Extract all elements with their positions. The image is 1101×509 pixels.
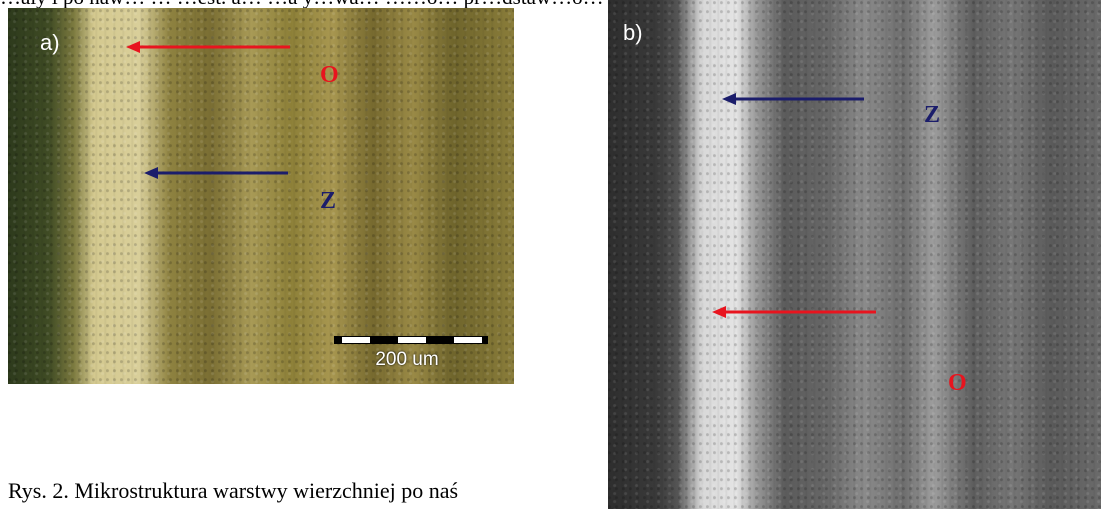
panel-a-marker-o: O (320, 62, 339, 88)
panel-a-blue-arrow (144, 167, 288, 179)
panel-a-red-arrow (126, 41, 290, 53)
panel-b-label: b) (623, 20, 643, 45)
panel-a-label: a) (40, 30, 60, 55)
panel-b-red-arrow (712, 306, 876, 318)
panel-b-blue-arrow (722, 93, 864, 105)
panel-b-arrows (712, 93, 876, 318)
figure-caption: Rys. 2. Mikrostruktura warstwy wierzchni… (8, 478, 459, 503)
scale-bar (334, 336, 488, 344)
micrograph-a-texture (8, 8, 514, 384)
scale-bar-label: 200 um (375, 349, 439, 370)
panel-a-arrows (126, 41, 488, 344)
top-text-line: …ały i po naw… … …est. a… …a y…wa… ……o… … (0, 0, 1101, 8)
micrograph-b: b) Z O (608, 0, 1101, 509)
panel-b-marker-z: Z (924, 102, 941, 128)
micrograph-b-texture (608, 0, 1101, 509)
panel-b-marker-o: O (948, 370, 967, 396)
panel-a-marker-z: Z (320, 188, 337, 214)
micrograph-a: a) O Z 200 um (8, 8, 514, 384)
